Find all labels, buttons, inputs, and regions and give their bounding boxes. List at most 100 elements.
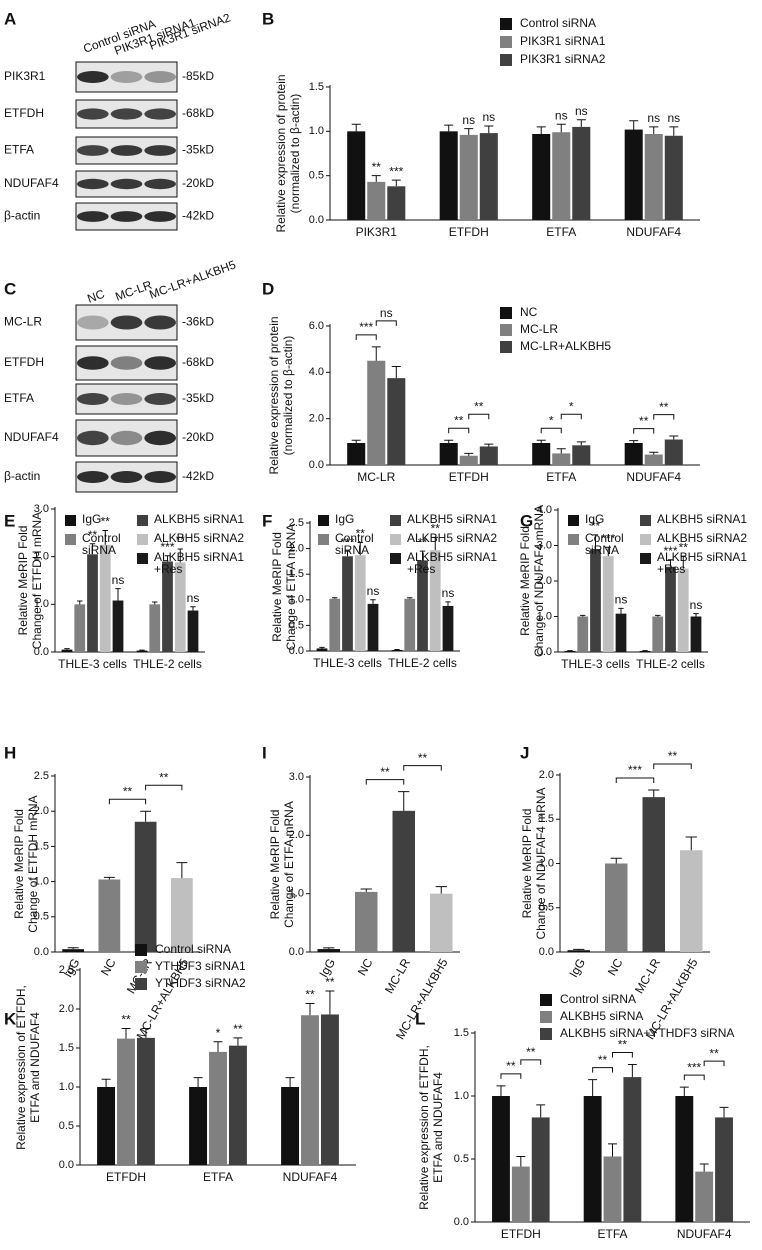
legend-swatch <box>540 1028 552 1040</box>
y-tick-label: 3.0 <box>289 771 304 783</box>
bar <box>532 442 551 465</box>
error-bar <box>693 613 699 617</box>
error-bar <box>319 646 325 649</box>
legend-swatch <box>137 515 148 526</box>
error-bar <box>103 876 115 880</box>
size-label: -42kD <box>182 469 214 483</box>
bar <box>459 455 478 465</box>
panel-letter: D <box>262 279 274 298</box>
error-bar <box>371 346 381 361</box>
y-axis-label: Relative MeRIP Fold <box>520 809 534 919</box>
blot-band <box>144 145 177 156</box>
legend-swatch <box>640 515 651 526</box>
panel-letter: L <box>415 1009 425 1028</box>
blot-band <box>110 145 143 156</box>
y-tick-label: 0.0 <box>309 459 324 471</box>
significance-label: ns <box>112 573 125 587</box>
error-bar <box>177 548 183 563</box>
x-tick-label: ETFDH <box>501 1227 541 1241</box>
significance-bracket <box>560 413 582 420</box>
significance-label: ** <box>431 522 441 536</box>
significance-label: ** <box>176 533 186 547</box>
y-tick-label: 1.5 <box>289 568 304 580</box>
legend-swatch <box>390 534 401 545</box>
legend-label: +Res <box>154 562 182 576</box>
error-bar <box>484 125 494 134</box>
error-bar <box>580 614 586 617</box>
bar <box>430 893 453 952</box>
legend-swatch <box>135 944 147 956</box>
y-tick-label: 2.0 <box>34 805 49 817</box>
x-tick-label: NC <box>605 956 626 978</box>
error-bar <box>140 810 152 822</box>
x-tick-label: NC <box>355 956 376 978</box>
x-tick-label: NDUFAF4 <box>626 470 681 484</box>
y-tick-label: 0.0 <box>289 946 304 958</box>
size-label: -68kD <box>182 355 214 369</box>
row-label: β-actin <box>4 209 40 223</box>
y-tick-label: 1.5 <box>454 1027 469 1039</box>
bar <box>316 648 328 651</box>
y-tick-label: 1.0 <box>309 125 324 137</box>
significance-label: *** <box>687 1060 701 1074</box>
error-bar <box>496 1085 506 1096</box>
y-tick-label: 1.0 <box>289 594 304 606</box>
error-bar <box>432 536 438 551</box>
y-tick-label: 0.0 <box>454 1216 469 1228</box>
y-axis-label: Relative MeRIP Fold <box>270 532 284 642</box>
x-tick-label: NDUFAF4 <box>677 1227 732 1241</box>
error-bar <box>370 599 376 604</box>
error-bar <box>193 1077 203 1087</box>
significance-bracket <box>653 763 692 770</box>
panel-letter: J <box>520 743 529 762</box>
error-bar <box>407 597 413 599</box>
error-bar <box>573 948 585 951</box>
x-tick-label: ETFDH <box>106 1170 146 1184</box>
bar <box>387 378 406 465</box>
y-tick-label: 2.0 <box>539 769 554 781</box>
blot-band <box>77 430 109 446</box>
significance-label: ** <box>325 975 335 989</box>
error-bar <box>351 123 361 132</box>
bar <box>531 1117 550 1222</box>
panel-letter: K <box>4 1009 17 1028</box>
panel-letter: I <box>262 743 267 762</box>
x-tick-label: THLE-2 cells <box>133 657 202 671</box>
significance-bracket <box>375 320 397 326</box>
significance-bracket <box>145 784 183 791</box>
blot-band <box>144 356 177 370</box>
bar <box>387 186 406 220</box>
y-tick-label: 0.5 <box>309 170 324 182</box>
error-bar <box>516 1155 526 1167</box>
bar <box>492 1096 510 1222</box>
error-bar <box>357 541 363 556</box>
significance-label: ** <box>88 528 98 542</box>
legend-swatch <box>540 994 552 1006</box>
y-tick-label: 0.0 <box>289 645 304 657</box>
y-tick-label: 0.0 <box>539 946 554 958</box>
y-axis-label: Change of ETFDH mRNA <box>26 795 40 932</box>
y-tick-label: 1.0 <box>34 598 49 610</box>
error-bar <box>679 1086 689 1096</box>
error-bar <box>115 588 121 601</box>
y-tick-label: 1.0 <box>289 888 304 900</box>
significance-label: ** <box>526 1045 536 1059</box>
bar <box>187 610 199 652</box>
lane-label: NC <box>85 287 106 306</box>
error-bar <box>213 1041 223 1052</box>
bar <box>664 439 683 465</box>
legend-label: ALKBH5 siRNA1 <box>407 550 497 564</box>
significance-label: *** <box>389 164 403 178</box>
y-tick-label: 0.5 <box>34 911 49 923</box>
legend-swatch <box>500 54 512 66</box>
error-bar <box>64 648 70 650</box>
x-tick-label: MC-LR <box>357 470 395 484</box>
y-axis-label: (normalized to β-actin) <box>281 336 295 456</box>
error-bar <box>629 120 639 130</box>
significance-bracket <box>403 765 442 771</box>
bar <box>442 605 454 651</box>
legend-swatch <box>318 515 329 526</box>
y-axis-label: Change of ETFA mRNA <box>284 524 298 651</box>
significance-label: ** <box>598 1053 608 1067</box>
significance-label: ns <box>380 306 393 320</box>
